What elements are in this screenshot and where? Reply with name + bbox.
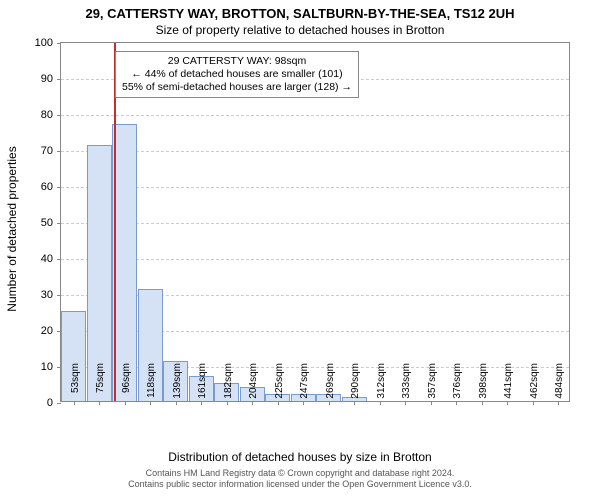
- callout-box: 29 CATTERSTY WAY: 98sqm← 44% of detached…: [115, 51, 359, 98]
- plot-area: 010203040506070809010053sqm75sqm96sqm118…: [60, 42, 570, 402]
- callout-line: 55% of semi-detached houses are larger (…: [122, 81, 352, 94]
- x-tick-label: 398sqm: [478, 363, 489, 407]
- y-tick-label: 20: [41, 325, 53, 337]
- x-tick-label: 225sqm: [274, 363, 285, 407]
- y-tick-label: 70: [41, 145, 53, 157]
- footer-line-1: Contains HM Land Registry data © Crown c…: [0, 468, 600, 479]
- chart-subtitle: Size of property relative to detached ho…: [0, 21, 600, 37]
- footer: Contains HM Land Registry data © Crown c…: [0, 468, 600, 491]
- x-tick-label: 182sqm: [223, 363, 234, 407]
- x-tick-label: 139sqm: [172, 363, 183, 407]
- x-tick-label: 484sqm: [554, 363, 565, 407]
- y-tick: [57, 151, 61, 152]
- x-tick-label: 357sqm: [427, 363, 438, 407]
- x-tick-label: 75sqm: [95, 363, 106, 407]
- x-tick-label: 269sqm: [325, 363, 336, 407]
- x-tick-label: 247sqm: [299, 363, 310, 407]
- chart-title: 29, CATTERSTY WAY, BROTTON, SALTBURN-BY-…: [0, 0, 600, 21]
- plot-wrap: 010203040506070809010053sqm75sqm96sqm118…: [60, 42, 570, 402]
- y-tick-label: 0: [47, 397, 53, 409]
- y-axis-label: Number of detached properties: [5, 146, 19, 311]
- x-tick-label: 53sqm: [70, 363, 81, 407]
- x-tick-label: 204sqm: [248, 363, 259, 407]
- callout-line: 29 CATTERSTY WAY: 98sqm: [122, 55, 352, 68]
- x-tick-label: 312sqm: [376, 363, 387, 407]
- y-tick-label: 10: [41, 361, 53, 373]
- x-tick-label: 96sqm: [121, 363, 132, 407]
- y-tick: [57, 259, 61, 260]
- y-tick-label: 60: [41, 181, 53, 193]
- footer-line-2: Contains public sector information licen…: [0, 479, 600, 490]
- x-tick-label: 290sqm: [350, 363, 361, 407]
- bar: [112, 124, 137, 401]
- y-tick-label: 30: [41, 289, 53, 301]
- callout-line: ← 44% of detached houses are smaller (10…: [122, 68, 352, 81]
- y-tick: [57, 403, 61, 404]
- x-tick-label: 441sqm: [503, 363, 514, 407]
- y-tick: [57, 43, 61, 44]
- x-tick-label: 333sqm: [401, 363, 412, 407]
- x-axis-label: Distribution of detached houses by size …: [0, 450, 600, 464]
- x-tick-label: 161sqm: [197, 363, 208, 407]
- gridline: [61, 115, 569, 116]
- y-tick-label: 100: [35, 37, 53, 49]
- chart-container: 29, CATTERSTY WAY, BROTTON, SALTBURN-BY-…: [0, 0, 600, 500]
- x-tick-label: 118sqm: [146, 363, 157, 407]
- y-tick-label: 80: [41, 109, 53, 121]
- x-tick-label: 376sqm: [452, 363, 463, 407]
- x-tick-label: 462sqm: [529, 363, 540, 407]
- y-tick: [57, 187, 61, 188]
- y-tick: [57, 295, 61, 296]
- y-tick: [57, 79, 61, 80]
- y-tick-label: 90: [41, 73, 53, 85]
- y-tick: [57, 223, 61, 224]
- y-tick-label: 50: [41, 217, 53, 229]
- y-tick: [57, 115, 61, 116]
- y-tick-label: 40: [41, 253, 53, 265]
